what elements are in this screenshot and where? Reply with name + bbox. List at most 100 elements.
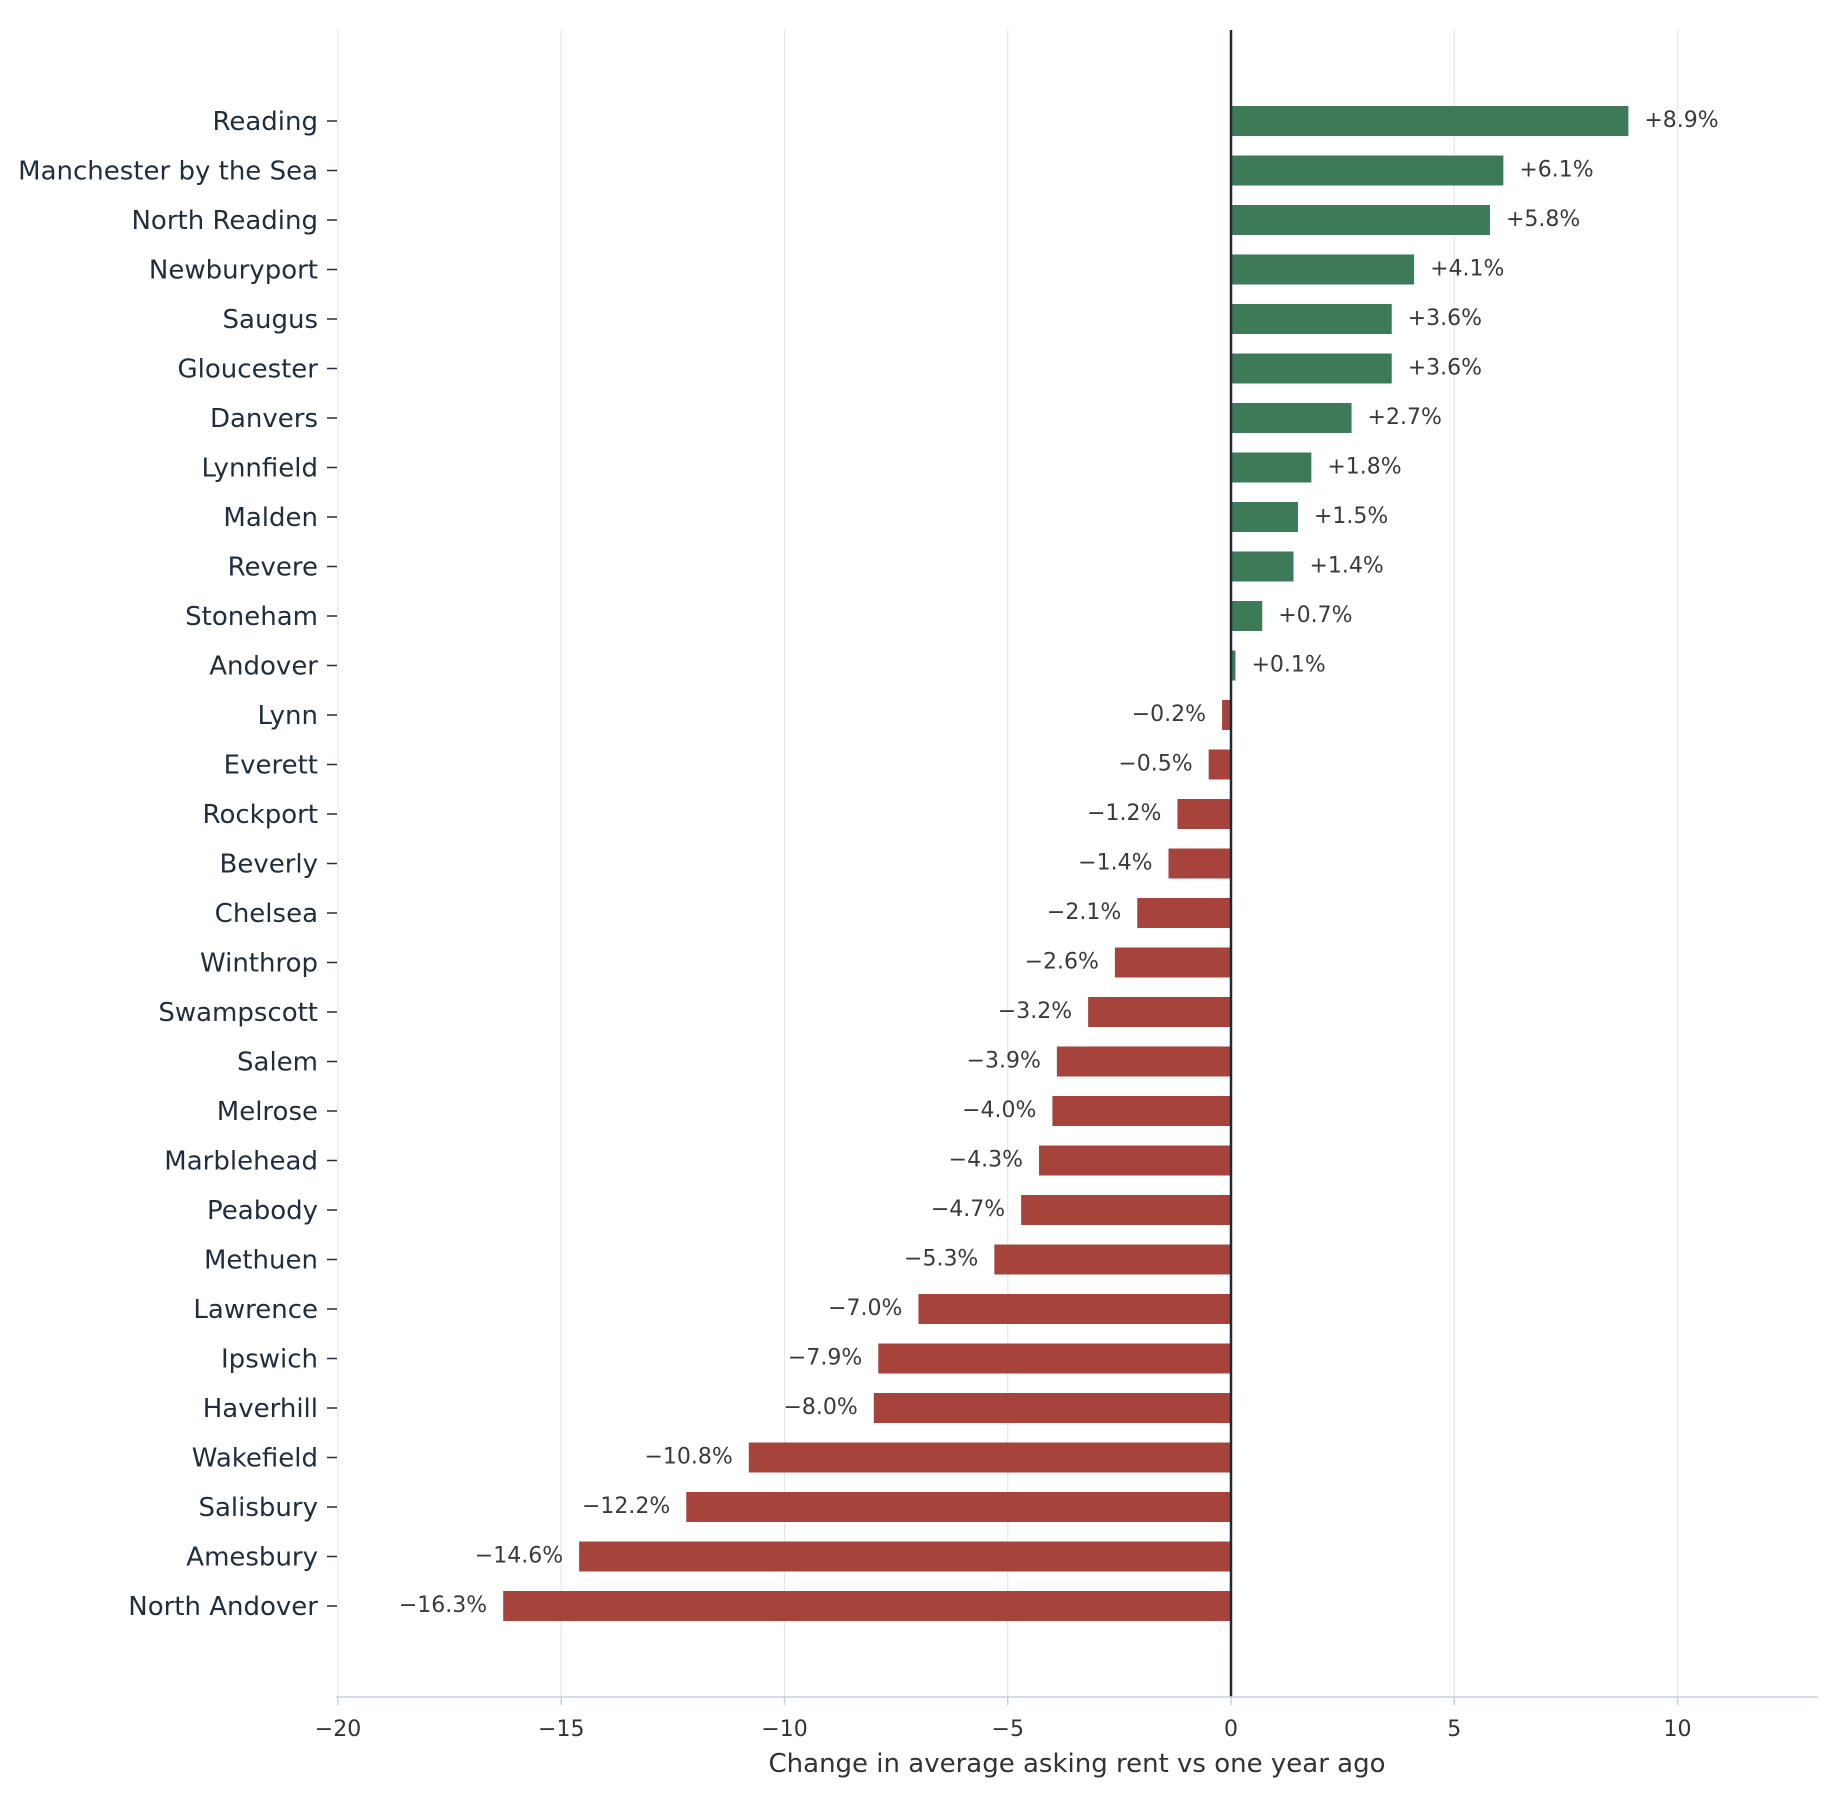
category-label: North Andover <box>128 1592 318 1622</box>
data-label: −14.6% <box>475 1544 563 1569</box>
x-axis: −20 −15 −10 −5 0 5 10 <box>315 1696 1818 1742</box>
bar <box>1088 997 1231 1027</box>
category-label: Salisbury <box>199 1493 319 1523</box>
bar <box>873 1393 1231 1423</box>
data-label: +1.5% <box>1314 504 1388 529</box>
bar <box>1052 1096 1231 1126</box>
bars <box>503 106 1629 1621</box>
category-label: Danvers <box>210 404 318 434</box>
category-label: Reading <box>212 107 318 137</box>
data-label: +5.8% <box>1506 207 1580 232</box>
bar <box>878 1343 1231 1374</box>
bar <box>1231 650 1236 681</box>
bar <box>1231 353 1392 384</box>
data-label: −0.2% <box>1132 702 1206 727</box>
bar <box>1021 1195 1231 1225</box>
x-tick-label: −15 <box>538 1717 584 1742</box>
data-label: −2.1% <box>1047 900 1121 925</box>
category-label: Chelsea <box>215 899 318 929</box>
data-label: +3.6% <box>1408 306 1482 331</box>
category-label: North Reading <box>131 206 318 236</box>
data-label: +1.4% <box>1310 554 1384 579</box>
category-label: Revere <box>228 553 318 583</box>
bar <box>1222 700 1231 730</box>
bar <box>1231 205 1490 235</box>
data-label: −12.2% <box>582 1494 670 1519</box>
bar <box>503 1591 1232 1621</box>
bar <box>1231 106 1629 136</box>
category-label: Melrose <box>217 1097 318 1127</box>
data-label: −4.0% <box>962 1098 1036 1123</box>
data-label: −1.2% <box>1087 801 1161 826</box>
x-axis-title: Change in average asking rent vs one yea… <box>769 1749 1386 1779</box>
bar <box>1231 502 1298 532</box>
bar <box>1231 254 1415 285</box>
x-tick-label: 5 <box>1447 1717 1461 1742</box>
bar <box>579 1541 1231 1572</box>
data-label: −7.9% <box>788 1346 862 1371</box>
data-label: −16.3% <box>399 1593 487 1618</box>
category-label: Haverhill <box>203 1394 318 1424</box>
bar <box>1231 304 1392 334</box>
bar <box>918 1294 1231 1324</box>
category-label: Marblehead <box>164 1147 318 1177</box>
x-tick-label: 10 <box>1664 1717 1692 1742</box>
data-label: +3.6% <box>1408 356 1482 381</box>
bar <box>1231 452 1312 483</box>
category-label: Andover <box>209 652 318 682</box>
data-label: −4.7% <box>931 1197 1005 1222</box>
data-label: +8.9% <box>1644 108 1718 133</box>
category-label: Wakefield <box>192 1444 318 1474</box>
data-label: −5.3% <box>904 1247 978 1272</box>
category-label: Gloucester <box>178 355 319 385</box>
x-tick-label: −20 <box>315 1717 361 1742</box>
category-label: Amesbury <box>186 1543 318 1573</box>
category-label: Rockport <box>203 800 318 830</box>
bar <box>748 1442 1231 1473</box>
data-label: −7.0% <box>828 1296 902 1321</box>
category-label: Swampscott <box>158 998 318 1028</box>
category-label: Lawrence <box>193 1295 318 1325</box>
bar <box>1056 1046 1231 1077</box>
category-label: Stoneham <box>185 602 318 632</box>
category-label: Beverly <box>219 850 318 880</box>
data-label: +6.1% <box>1519 158 1593 183</box>
grid-lines <box>337 30 1679 1697</box>
category-labels: Reading Manchester by the Sea North Readin… <box>18 107 337 1622</box>
data-label: +0.1% <box>1251 653 1325 678</box>
data-label: +0.7% <box>1278 603 1352 628</box>
data-label: +2.7% <box>1368 405 1442 430</box>
category-label: Newburyport <box>149 256 318 286</box>
data-label: −10.8% <box>644 1445 732 1470</box>
category-label: Manchester by the Sea <box>18 157 318 187</box>
bar <box>1039 1145 1231 1176</box>
data-label: −1.4% <box>1078 851 1152 876</box>
category-label: Ipswich <box>221 1345 318 1375</box>
bar <box>1231 155 1504 186</box>
category-label: Methuen <box>204 1246 318 1276</box>
bar <box>686 1492 1231 1522</box>
category-label: Winthrop <box>200 949 318 979</box>
bar <box>1231 551 1294 582</box>
bar <box>994 1244 1231 1275</box>
category-label: Everett <box>224 751 318 781</box>
category-label: Peabody <box>207 1196 318 1226</box>
x-tick-label: −10 <box>761 1717 807 1742</box>
category-label: Salem <box>237 1048 318 1078</box>
data-label: −3.2% <box>998 999 1072 1024</box>
category-label: Saugus <box>223 305 318 335</box>
data-label: −3.9% <box>967 1049 1041 1074</box>
category-label: Lynnfield <box>201 454 318 484</box>
data-label: −8.0% <box>783 1395 857 1420</box>
bar <box>1168 848 1231 879</box>
bar <box>1208 749 1231 780</box>
data-labels: +8.9% +6.1% +5.8%+4.1% +3.6% +3.6% +2.7% +1.8%… <box>399 108 1719 1618</box>
data-label: +4.1% <box>1430 257 1504 282</box>
category-label: Malden <box>223 503 318 533</box>
x-tick-label: 0 <box>1224 1717 1238 1742</box>
data-label: −2.6% <box>1025 950 1099 975</box>
bar <box>1231 403 1352 433</box>
category-label: Lynn <box>258 701 318 731</box>
